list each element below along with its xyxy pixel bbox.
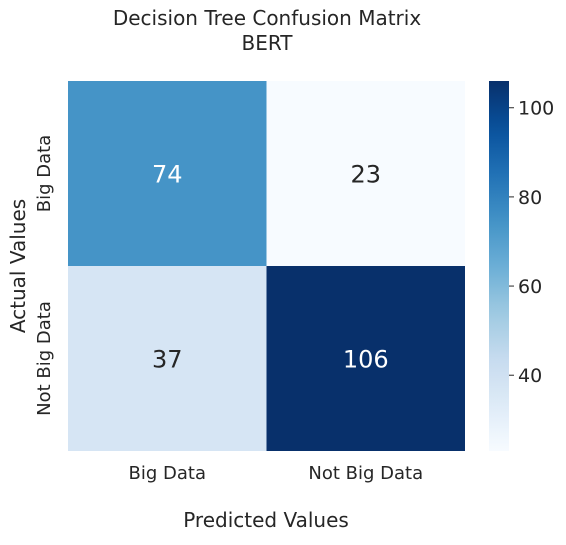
- colorbar: [489, 81, 509, 451]
- x-tick-labels: Big Data Not Big Data: [129, 463, 424, 484]
- heatmap-cell: [266, 81, 465, 266]
- y-tick-label: Not Big Data: [34, 301, 55, 416]
- heatmap-cell: [68, 81, 267, 266]
- y-tick-label: Big Data: [34, 135, 55, 212]
- x-axis-label: Predicted Values: [183, 508, 349, 532]
- colorbar-ticks: 40 60 80 100: [509, 98, 554, 387]
- cell-value-label: 37: [152, 346, 183, 374]
- x-tick-label: Big Data: [129, 463, 206, 484]
- heatmap-cells: [68, 81, 465, 451]
- colorbar-tick-label: 100: [518, 98, 554, 120]
- chart-title-line-1: Decision Tree Confusion Matrix: [113, 6, 422, 30]
- chart-title-line-2: BERT: [241, 31, 293, 55]
- heatmap-annotations: 74 23 37 106: [152, 161, 389, 374]
- cell-value-label: 74: [152, 161, 183, 189]
- heatmap-cell: [266, 266, 465, 451]
- colorbar-tick-label: 60: [518, 276, 542, 298]
- heatmap-cell: [68, 266, 267, 451]
- cell-value-label: 106: [343, 346, 389, 374]
- colorbar-tick-label: 80: [518, 187, 542, 209]
- y-axis-label: Actual Values: [6, 199, 30, 333]
- y-tick-labels: Big Data Not Big Data: [34, 135, 55, 416]
- cell-value-label: 23: [350, 161, 381, 189]
- colorbar-tick-label: 40: [518, 365, 542, 387]
- x-tick-label: Not Big Data: [308, 463, 423, 484]
